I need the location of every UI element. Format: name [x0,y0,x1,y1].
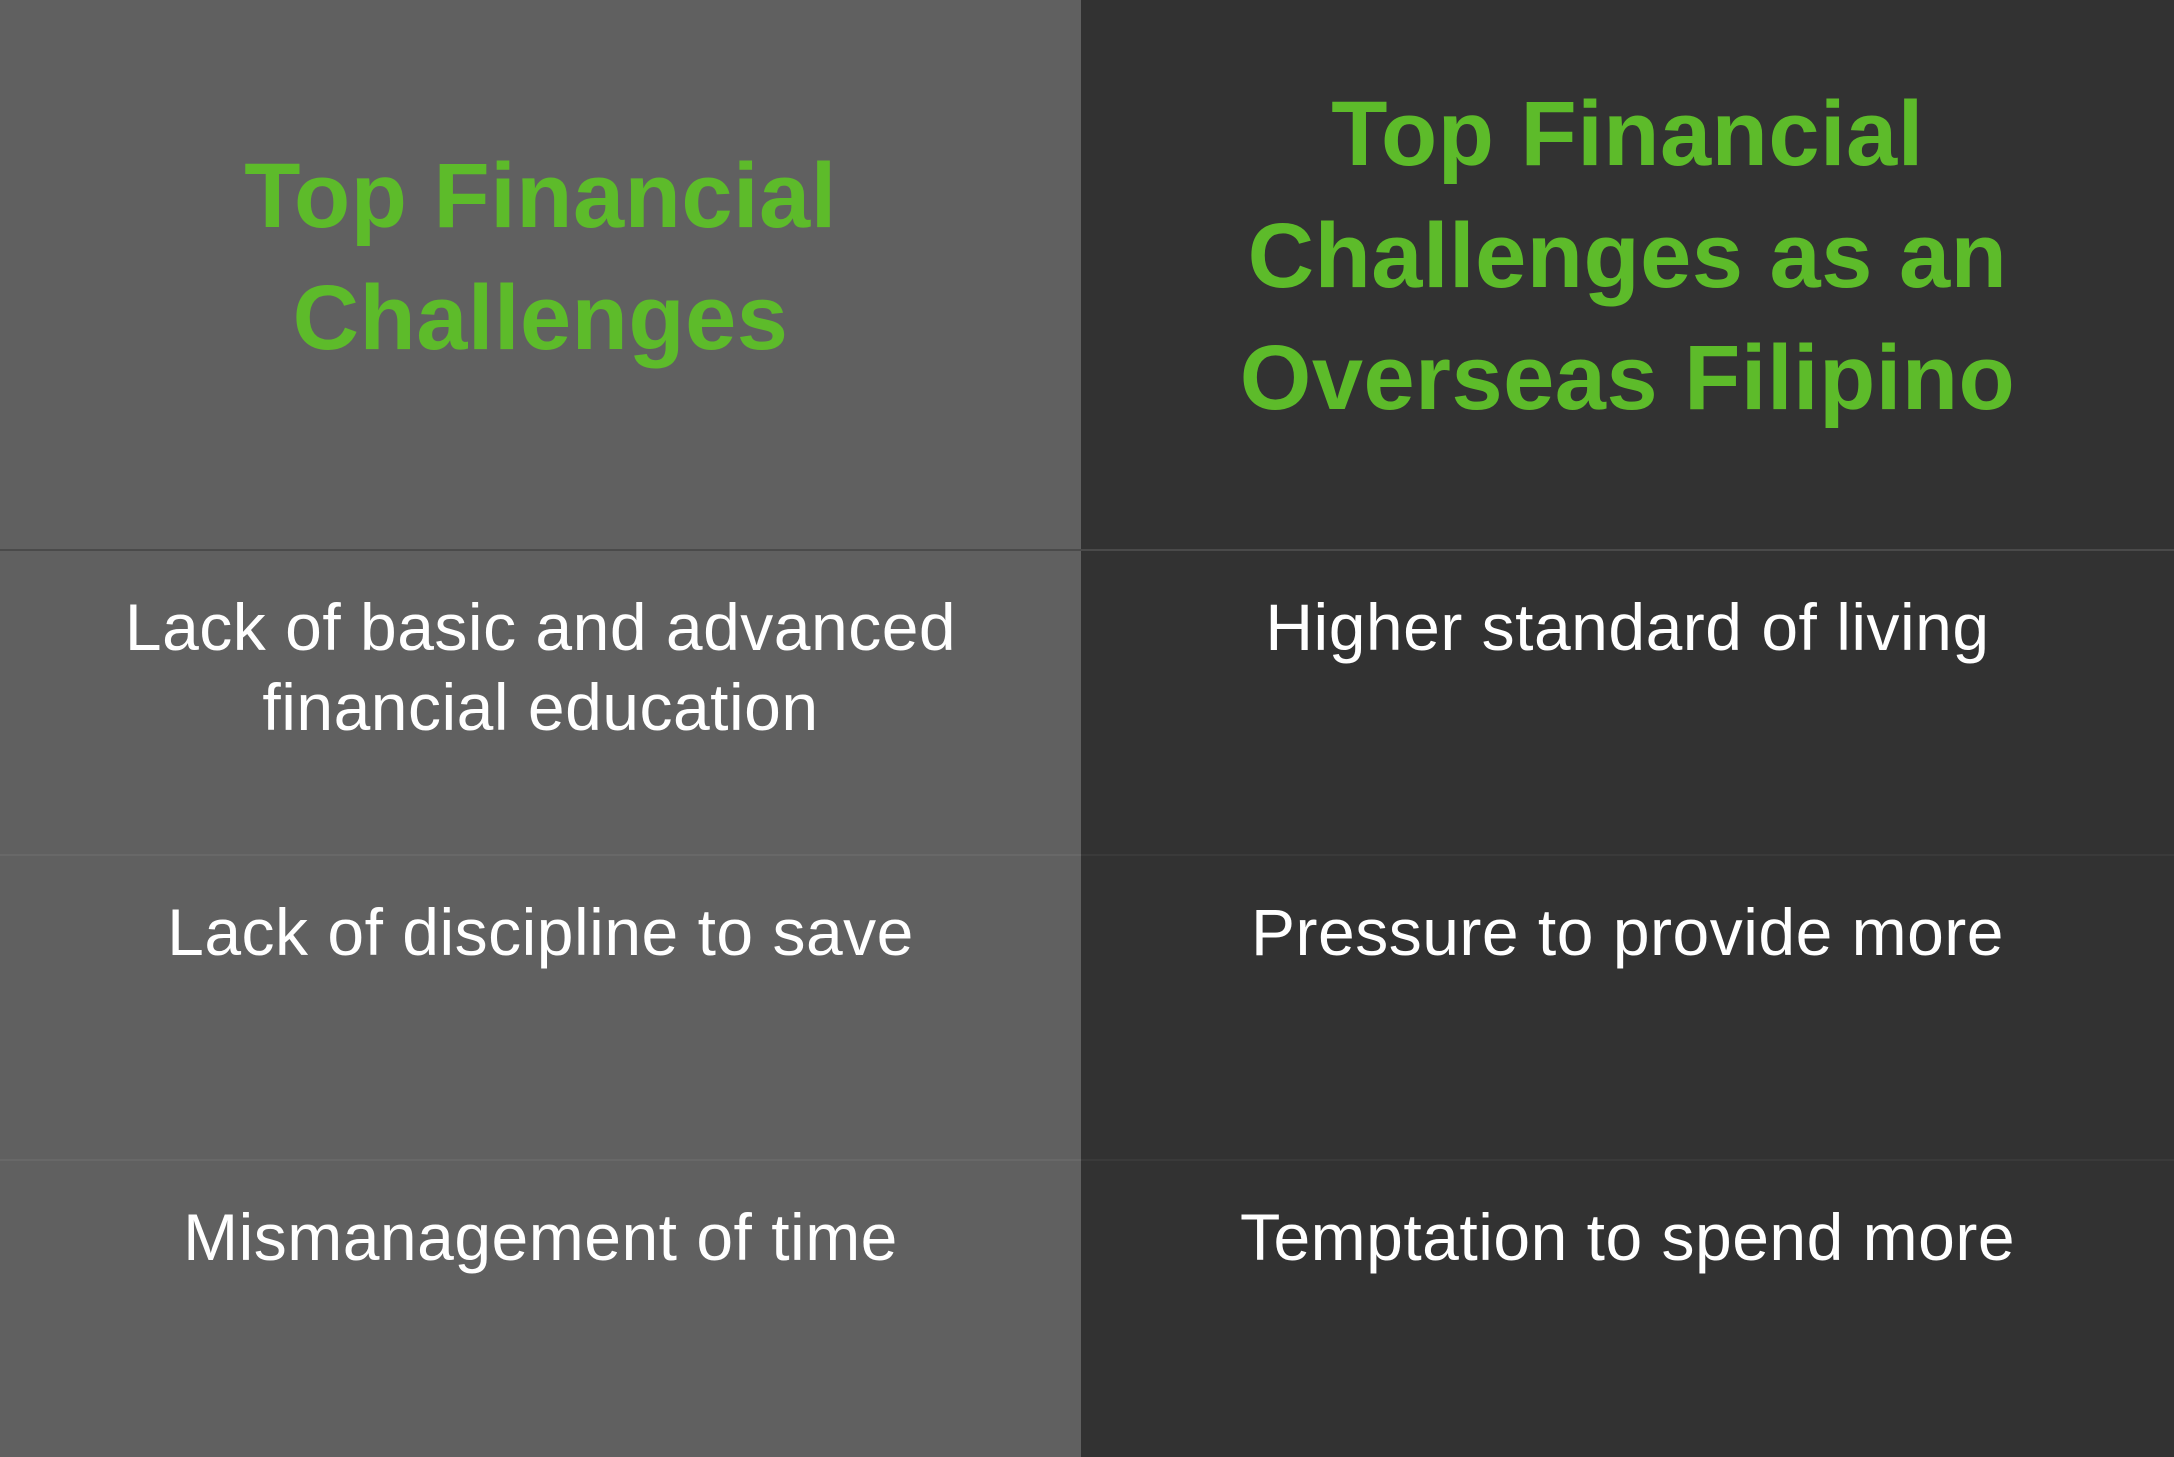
column-header-general: Top Financial Challenges [244,144,837,369]
table-cell: Pressure to provide more [1081,856,2174,1161]
challenge-text: Pressure to provide more [1251,895,2004,969]
table-cell: Mismanagement of time [0,1161,1081,1457]
challenge-text: Temptation to spend more [1239,1200,2016,1274]
table-cell: Lack of basic and advanced financial edu… [0,551,1081,856]
challenge-text: Higher standard of living [1265,590,1990,664]
header-cell-left: Top Financial Challenges [0,0,1081,551]
column-header-overseas-filipino: Top Financial Challenges as an Overseas … [1239,82,2016,429]
table-cell: Lack of discipline to save [0,856,1081,1161]
table-cell: Higher standard of living [1081,551,2174,856]
table-cell: Temptation to spend more [1081,1161,2174,1457]
header-cell-right: Top Financial Challenges as an Overseas … [1081,0,2174,551]
challenge-text: Lack of discipline to save [167,895,914,969]
challenge-text: Mismanagement of time [183,1200,898,1274]
challenge-text: Lack of basic and advanced financial edu… [124,590,957,744]
